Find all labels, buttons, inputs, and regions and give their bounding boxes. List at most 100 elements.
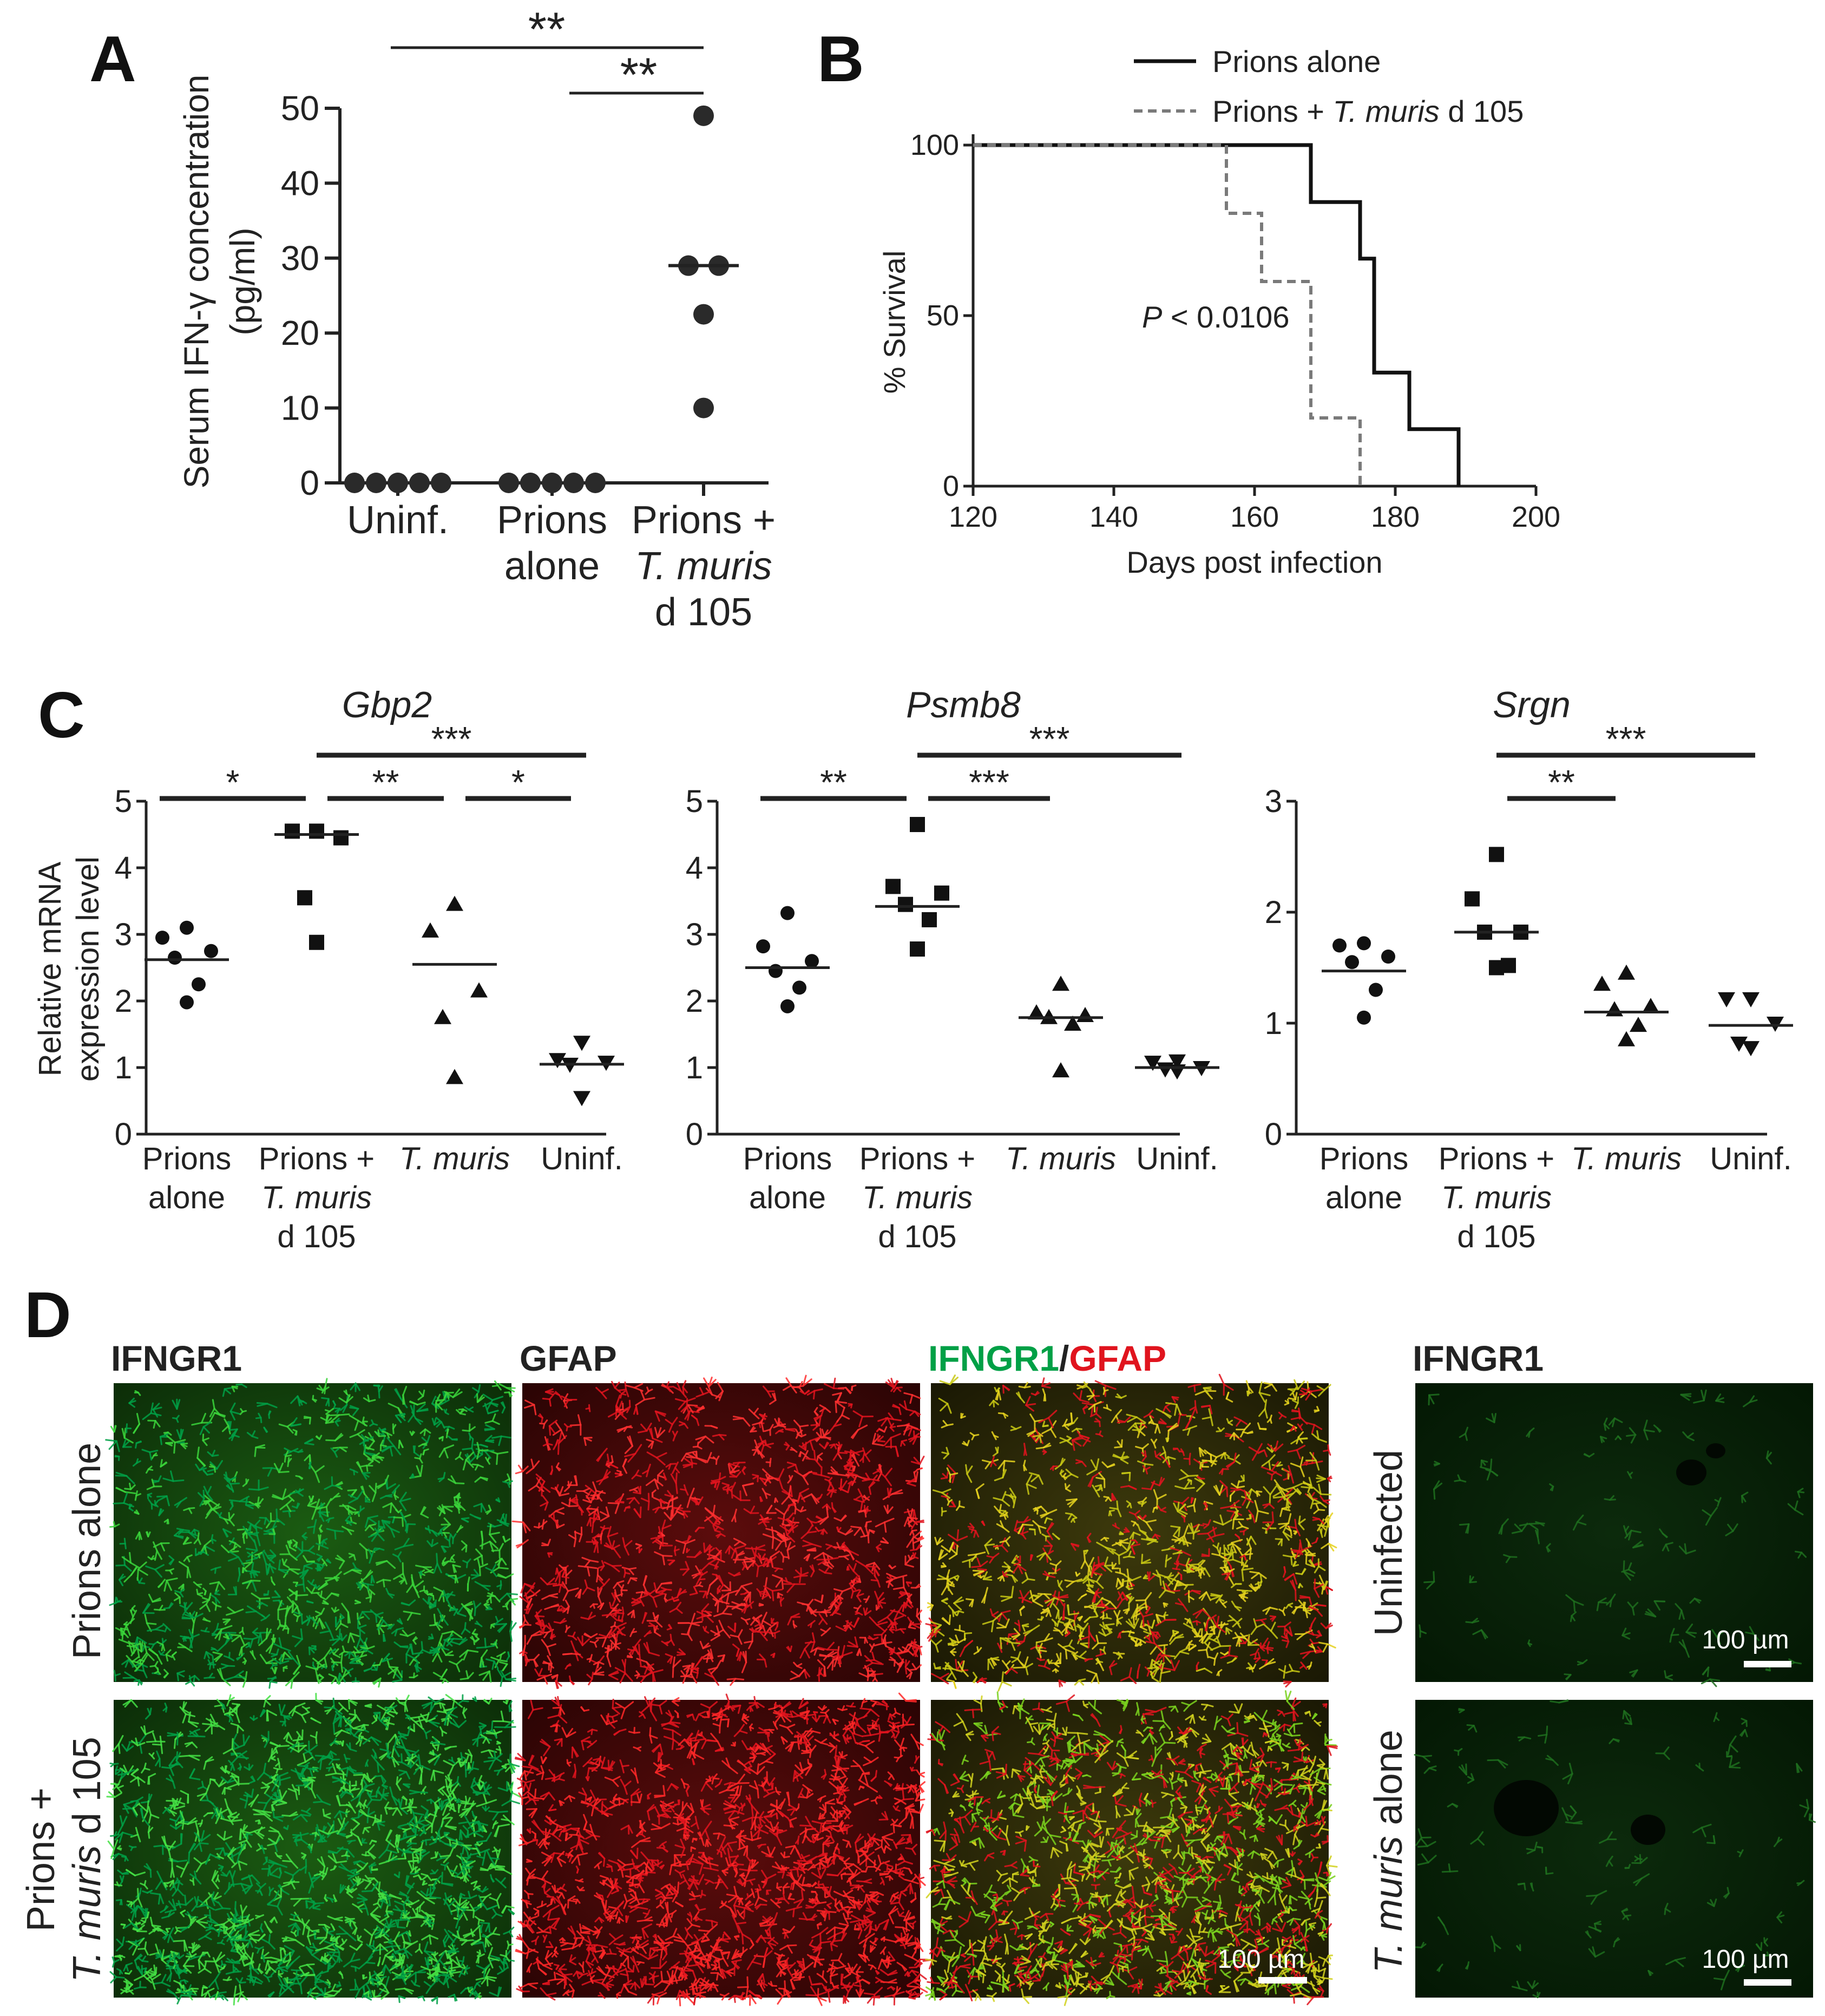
cell-process bbox=[245, 1496, 248, 1506]
cell-process bbox=[209, 1461, 218, 1470]
cell-process bbox=[307, 1504, 318, 1509]
cell-process bbox=[759, 1496, 762, 1502]
cell-process bbox=[333, 1648, 339, 1655]
cell-process bbox=[491, 1435, 502, 1439]
c-gbp2-category-label: T. muris bbox=[399, 1141, 510, 1176]
c-psmb8-category-label: alone bbox=[749, 1180, 826, 1215]
cell-process bbox=[209, 1663, 212, 1670]
cell-process bbox=[758, 1604, 764, 1607]
cell-process bbox=[362, 1416, 365, 1423]
cell-process bbox=[759, 1631, 772, 1633]
cell-process bbox=[315, 1436, 320, 1440]
cell-process bbox=[188, 1507, 193, 1514]
cell-process bbox=[296, 1583, 305, 1586]
cell-process bbox=[1015, 1640, 1025, 1643]
cell-process bbox=[497, 1618, 503, 1623]
c-srgn-y-tick-label: 0 bbox=[1265, 1117, 1282, 1152]
cell-process bbox=[686, 1456, 698, 1459]
cell-process bbox=[139, 1659, 142, 1665]
c-psmb8-point-square bbox=[922, 912, 937, 927]
cell-process bbox=[237, 1574, 241, 1582]
cell-process bbox=[251, 1592, 261, 1600]
cell-process bbox=[1227, 1544, 1230, 1550]
cell-process bbox=[320, 1417, 327, 1422]
cell-process bbox=[692, 1671, 699, 1674]
cell-process bbox=[916, 1467, 923, 1471]
panel-letter-b: B bbox=[817, 23, 864, 95]
c-gbp2-point-triangle-up bbox=[434, 1009, 451, 1024]
cell-process bbox=[366, 1446, 371, 1450]
cell-process bbox=[369, 1555, 373, 1564]
cell-process bbox=[771, 1536, 774, 1549]
cell-process bbox=[211, 1450, 216, 1457]
cell-process bbox=[385, 1494, 393, 1497]
cell-process bbox=[234, 1608, 244, 1614]
cell-process bbox=[265, 1563, 268, 1575]
cell-process bbox=[367, 1548, 373, 1557]
cell-process bbox=[533, 1526, 540, 1529]
cell-process bbox=[176, 1672, 179, 1681]
cell-process bbox=[382, 1579, 385, 1588]
cell-process bbox=[447, 1391, 454, 1394]
cell-process bbox=[229, 1482, 240, 1485]
a-group-label: Uninf. bbox=[347, 499, 449, 542]
cell-process bbox=[150, 1557, 156, 1560]
cell-process bbox=[913, 1430, 915, 1438]
c-srgn-y-tick-label: 2 bbox=[1265, 895, 1282, 930]
cell-process bbox=[124, 1491, 136, 1494]
cell-process bbox=[199, 1603, 207, 1610]
cell-process bbox=[682, 1386, 685, 1395]
cell-process bbox=[456, 1528, 461, 1533]
cell-process bbox=[409, 1658, 415, 1666]
c-gbp2-point-triangle-down bbox=[573, 1036, 590, 1051]
cell-process bbox=[542, 1662, 553, 1665]
cell-process bbox=[792, 1624, 796, 1629]
cell-process bbox=[311, 1508, 317, 1520]
cell-process bbox=[628, 1399, 631, 1408]
cell-process bbox=[349, 1632, 355, 1643]
cell-process bbox=[473, 1569, 480, 1577]
cell-process bbox=[234, 1676, 246, 1678]
cell-process bbox=[343, 1390, 348, 1395]
cell-process bbox=[239, 1500, 251, 1503]
cell-process bbox=[248, 1488, 260, 1491]
c-srgn-category-label: alone bbox=[1325, 1180, 1402, 1215]
c-psmb8-point-circle bbox=[780, 906, 795, 920]
cell-process bbox=[431, 1539, 434, 1547]
d-row1-label: Prions alone bbox=[65, 1443, 109, 1659]
cell-process bbox=[228, 1499, 241, 1502]
cell-process bbox=[373, 1677, 382, 1685]
cell-process bbox=[115, 1440, 120, 1452]
cell-process bbox=[203, 1540, 212, 1547]
cell-process bbox=[263, 1426, 268, 1433]
c-srgn-category-label: T. muris bbox=[1441, 1180, 1552, 1215]
b-y-label: % Survival bbox=[877, 251, 911, 394]
cell-process bbox=[251, 1430, 256, 1437]
cell-process bbox=[417, 1395, 424, 1400]
cell-process bbox=[182, 1607, 188, 1616]
cell-process bbox=[153, 1454, 158, 1457]
cell-process bbox=[315, 1498, 320, 1510]
cell-process bbox=[539, 1422, 546, 1425]
cell-process bbox=[596, 1494, 599, 1500]
cell-process bbox=[273, 1637, 276, 1643]
cell-process bbox=[850, 1481, 853, 1487]
cell-process bbox=[591, 1522, 594, 1533]
cell-process bbox=[664, 1594, 667, 1600]
cell-process bbox=[421, 1437, 429, 1443]
cell-process bbox=[686, 1675, 693, 1678]
cell-process bbox=[206, 1473, 214, 1476]
cell-process bbox=[462, 1429, 470, 1432]
a-point bbox=[542, 473, 562, 493]
cell-process bbox=[316, 1553, 323, 1557]
cell-process bbox=[858, 1578, 862, 1583]
c-psmb8-y-tick-label: 5 bbox=[686, 784, 703, 819]
cell-process bbox=[356, 1462, 362, 1469]
a-y-tick-label: 40 bbox=[281, 163, 319, 202]
cell-process bbox=[273, 1463, 280, 1474]
cell-process bbox=[586, 1508, 599, 1510]
cell-process bbox=[805, 1457, 816, 1461]
d-right-row2-label: T. muris alone bbox=[1367, 1730, 1410, 1973]
cell-process bbox=[349, 1415, 359, 1422]
cell-process bbox=[745, 1547, 757, 1550]
